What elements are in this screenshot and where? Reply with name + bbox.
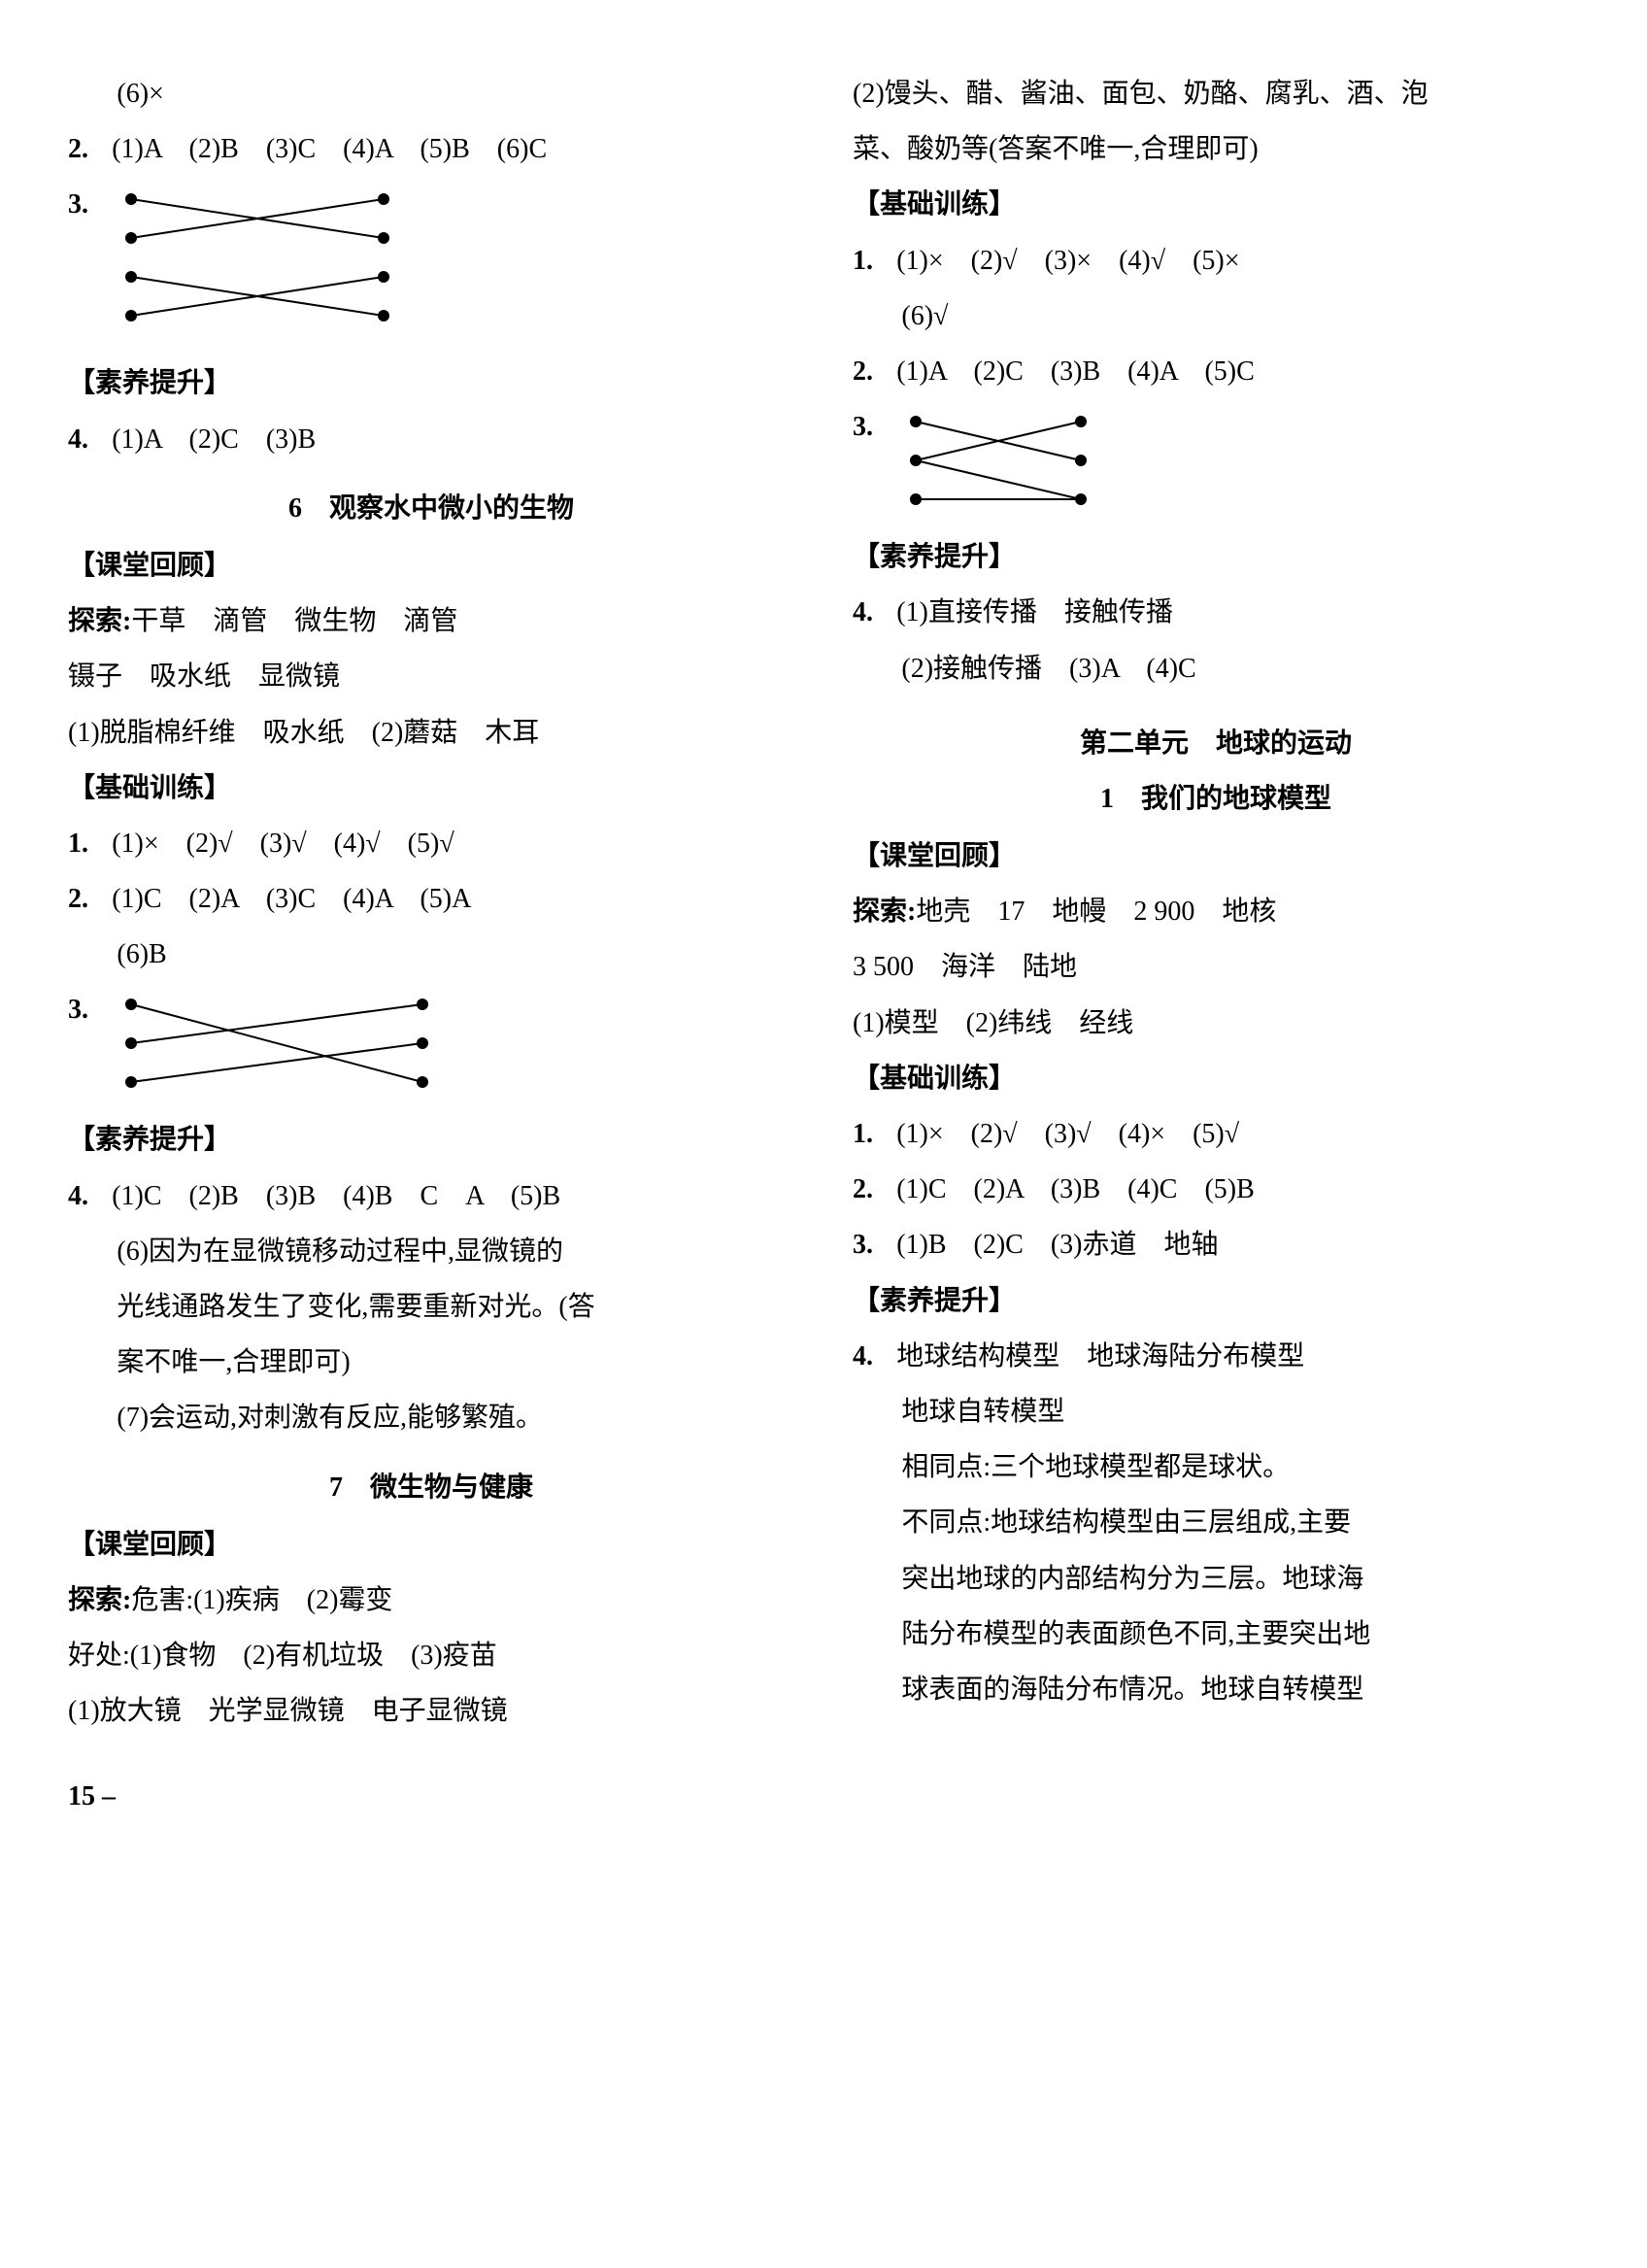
question-number: 4. xyxy=(68,1170,106,1222)
answer-text: 案不唯一,合理即可) xyxy=(68,1337,794,1388)
answer-item: 4. (1)A (2)C (3)B xyxy=(68,414,794,465)
question-number: 2. xyxy=(853,1164,891,1215)
section-heading: 【课堂回顾】 xyxy=(853,830,1579,882)
answer-item: 3. (1)B (2)C (3)赤道 地轴 xyxy=(853,1219,1579,1270)
answer-text: (1)× (2)√ (3)√ (4)× (5)√ xyxy=(896,1108,1239,1160)
answer-text: 3 500 海洋 陆地 xyxy=(853,941,1579,993)
answer-text: 光线通路发生了变化,需要重新对光。(答 xyxy=(68,1281,794,1333)
label: 探索: xyxy=(853,897,916,927)
answer-item: 1. (1)× (2)√ (3)× (4)√ (5)× xyxy=(853,235,1579,287)
answer-text: (1)× (2)√ (3)√ (4)√ (5)√ xyxy=(112,818,454,869)
answer-text: 不同点:地球结构模型由三层组成,主要 xyxy=(853,1497,1579,1548)
answer-text: 探索:地壳 17 地幔 2 900 地核 xyxy=(853,886,1579,937)
question-number: 1. xyxy=(853,1108,891,1160)
label: 探索: xyxy=(68,1585,131,1615)
answer-text: 镊子 吸水纸 显微镜 xyxy=(68,651,794,702)
left-column: (6)× 2. (1)A (2)B (3)C (4)A (5)B (6)C 3.… xyxy=(68,68,794,1742)
section-heading: 【素养提升】 xyxy=(853,531,1579,583)
answer-text: 地球自转模型 xyxy=(853,1386,1579,1438)
answer-item: 3. xyxy=(68,179,794,357)
answer-text: 地球结构模型 地球海陆分布模型 xyxy=(896,1331,1304,1382)
answer-text: (1)C (2)A (3)C (4)A (5)A xyxy=(112,873,471,925)
question-number: 2. xyxy=(68,873,106,925)
answer-text: (6)因为在显微镜移动过程中,显微镜的 xyxy=(68,1226,794,1277)
answer-part: 地壳 17 地幔 2 900 地核 xyxy=(916,897,1276,927)
answer-part: 干草 滴管 微生物 滴管 xyxy=(131,606,457,636)
section-heading: 【基础训练】 xyxy=(853,1053,1579,1104)
question-number: 3. xyxy=(853,401,891,453)
section-heading: 【基础训练】 xyxy=(68,762,794,814)
answer-text: (1)A (2)C (3)B (4)A (5)C xyxy=(896,346,1255,397)
question-number: 3. xyxy=(68,179,106,230)
answer-item: 3. xyxy=(853,401,1579,531)
answer-text: (1)A (2)B (3)C (4)A (5)B (6)C xyxy=(112,123,547,175)
answer-text: (2)接触传播 (3)A (4)C xyxy=(853,643,1579,694)
answer-text: (1)C (2)A (3)B (4)C (5)B xyxy=(896,1164,1255,1215)
answer-text: (1)B (2)C (3)赤道 地轴 xyxy=(896,1219,1218,1270)
right-column: (2)馒头、醋、酱油、面包、奶酪、腐乳、酒、泡 菜、酸奶等(答案不唯一,合理即可… xyxy=(853,68,1579,1742)
answer-text: (1)模型 (2)纬线 经线 xyxy=(853,998,1579,1049)
answer-text: (1)× (2)√ (3)× (4)√ (5)× xyxy=(896,235,1239,287)
answer-item: 1. (1)× (2)√ (3)√ (4)√ (5)√ xyxy=(68,818,794,869)
section-heading: 【素养提升】 xyxy=(853,1275,1579,1327)
page: (6)× 2. (1)A (2)B (3)C (4)A (5)B (6)C 3.… xyxy=(68,68,1579,1742)
matching-svg xyxy=(112,990,442,1106)
answer-item: 2. (1)C (2)A (3)B (4)C (5)B xyxy=(853,1164,1579,1215)
section-heading: 【课堂回顾】 xyxy=(68,540,794,592)
answer-text: (6)B xyxy=(68,929,794,980)
question-number: 4. xyxy=(853,587,891,638)
matching-diagram xyxy=(112,185,403,350)
answer-text: 菜、酸奶等(答案不唯一,合理即可) xyxy=(853,123,1579,175)
lesson-title: 6 观察水中微小的生物 xyxy=(68,483,794,534)
answer-item: 4. (1)C (2)B (3)B (4)B C A (5)B xyxy=(68,1170,794,1222)
answer-item: 4. (1)直接传播 接触传播 xyxy=(853,587,1579,638)
section-heading: 【素养提升】 xyxy=(68,1114,794,1166)
label: 探索: xyxy=(68,606,131,636)
section-heading: 【基础训练】 xyxy=(853,179,1579,230)
answer-text: 探索:干草 滴管 微生物 滴管 xyxy=(68,595,794,647)
answer-text: 突出地球的内部结构分为三层。地球海 xyxy=(853,1553,1579,1605)
matching-svg xyxy=(112,185,403,350)
answer-item: (6)× xyxy=(68,68,794,119)
question-number: 1. xyxy=(68,818,106,869)
page-number: 15 – xyxy=(68,1771,1579,1822)
answer-text: (1)A (2)C (3)B xyxy=(112,414,316,465)
answer-text: (6)√ xyxy=(853,290,1579,342)
answer-text: 探索:危害:(1)疾病 (2)霉变 xyxy=(68,1574,794,1626)
answer-text: (1)脱脂棉纤维 吸水纸 (2)蘑菇 木耳 xyxy=(68,707,794,759)
question-number: 2. xyxy=(853,346,891,397)
question-number: 1. xyxy=(853,235,891,287)
question-number: 4. xyxy=(853,1331,891,1382)
answer-text: (7)会运动,对刺激有反应,能够繁殖。 xyxy=(68,1392,794,1443)
matching-diagram xyxy=(896,407,1100,524)
unit-title: 第二单元 地球的运动 xyxy=(853,718,1579,769)
answer-text: (2)馒头、醋、酱油、面包、奶酪、腐乳、酒、泡 xyxy=(853,68,1579,119)
answer-item: 1. (1)× (2)√ (3)√ (4)× (5)√ xyxy=(853,1108,1579,1160)
answer-text: (1)直接传播 接触传播 xyxy=(896,587,1173,638)
answer-item: 4. 地球结构模型 地球海陆分布模型 xyxy=(853,1331,1579,1382)
answer-item: 2. (1)A (2)C (3)B (4)A (5)C xyxy=(853,346,1579,397)
answer-text: 好处:(1)食物 (2)有机垃圾 (3)疫苗 xyxy=(68,1630,794,1681)
answer-text: (1)C (2)B (3)B (4)B C A (5)B xyxy=(112,1170,560,1222)
question-number: 3. xyxy=(853,1219,891,1270)
question-number: 3. xyxy=(68,984,106,1035)
section-heading: 【素养提升】 xyxy=(68,357,794,409)
answer-text: 陆分布模型的表面颜色不同,主要突出地 xyxy=(853,1608,1579,1660)
answer-item: 2. (1)C (2)A (3)C (4)A (5)A xyxy=(68,873,794,925)
answer-item: 3. xyxy=(68,984,794,1114)
lesson-title: 1 我们的地球模型 xyxy=(853,773,1579,825)
answer-text: 球表面的海陆分布情况。地球自转模型 xyxy=(853,1664,1579,1715)
answer-part: 危害:(1)疾病 (2)霉变 xyxy=(131,1585,392,1615)
answer-text: (1)放大镜 光学显微镜 电子显微镜 xyxy=(68,1685,794,1737)
question-number: 2. xyxy=(68,123,106,175)
question-number: 4. xyxy=(68,414,106,465)
lesson-title: 7 微生物与健康 xyxy=(68,1462,794,1513)
answer-text: 相同点:三个地球模型都是球状。 xyxy=(853,1441,1579,1493)
answer-item: 2. (1)A (2)B (3)C (4)A (5)B (6)C xyxy=(68,123,794,175)
matching-svg xyxy=(896,407,1100,524)
matching-diagram xyxy=(112,990,442,1106)
section-heading: 【课堂回顾】 xyxy=(68,1519,794,1571)
